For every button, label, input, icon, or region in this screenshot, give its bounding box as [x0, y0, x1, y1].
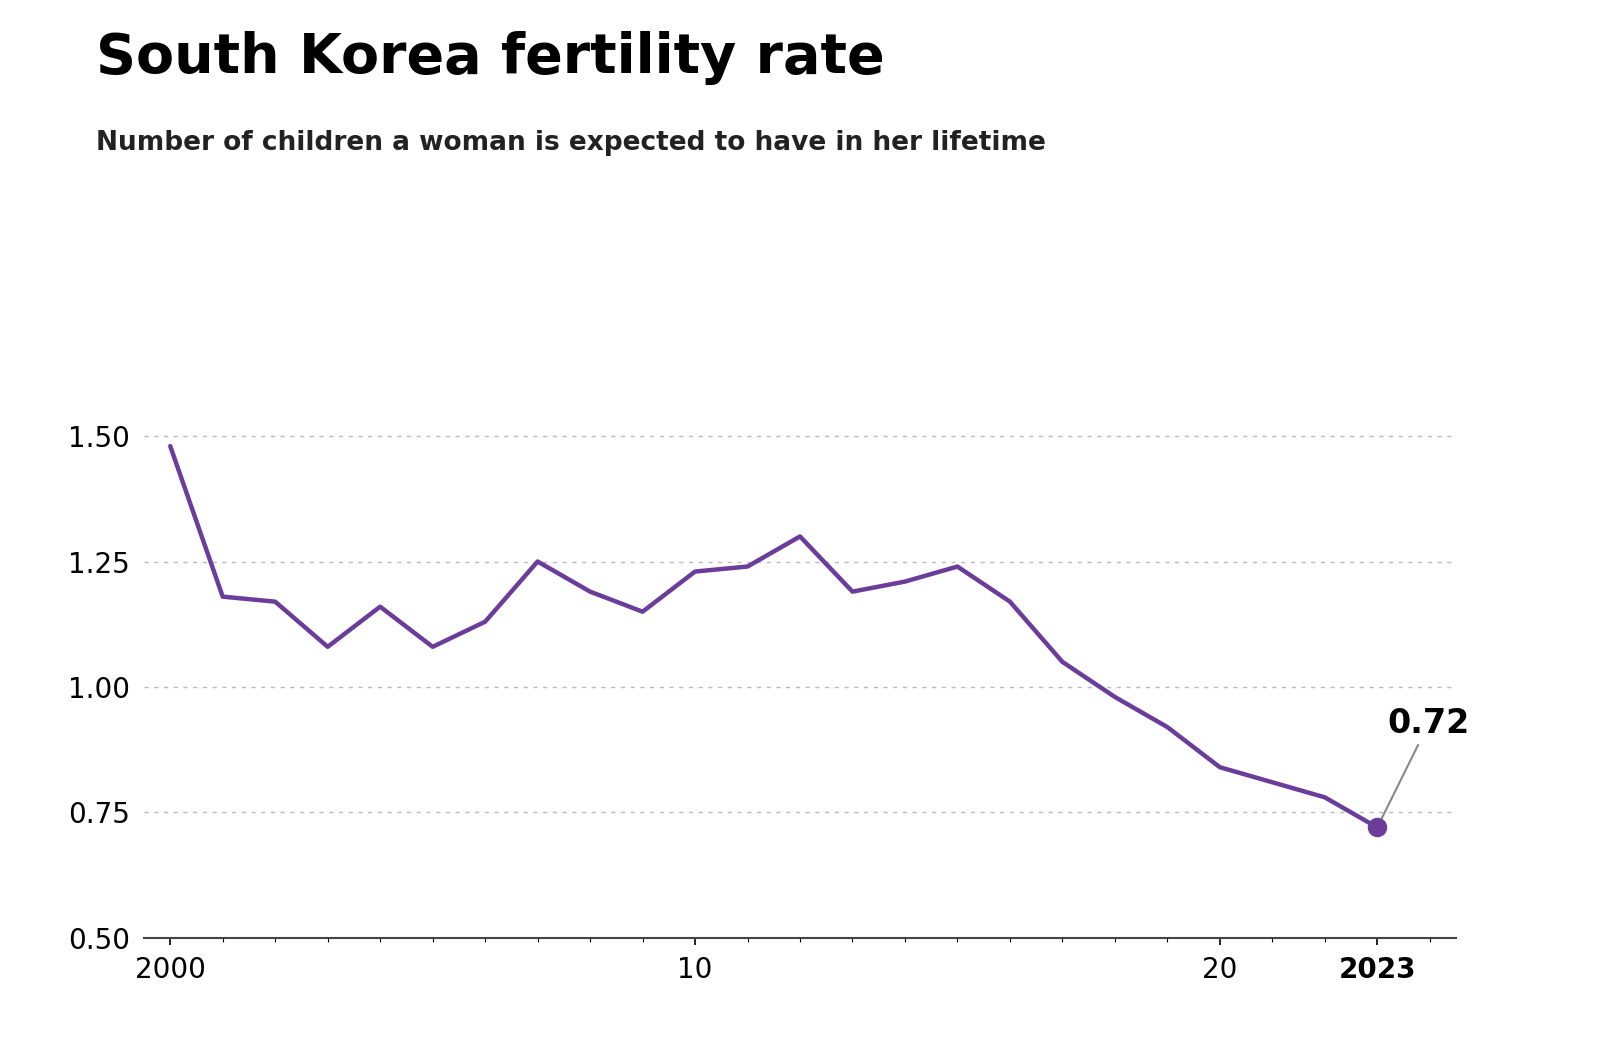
Text: South Korea fertility rate: South Korea fertility rate	[96, 31, 885, 85]
Text: Number of children a woman is expected to have in her lifetime: Number of children a woman is expected t…	[96, 130, 1046, 156]
Text: 0.72: 0.72	[1379, 706, 1470, 825]
